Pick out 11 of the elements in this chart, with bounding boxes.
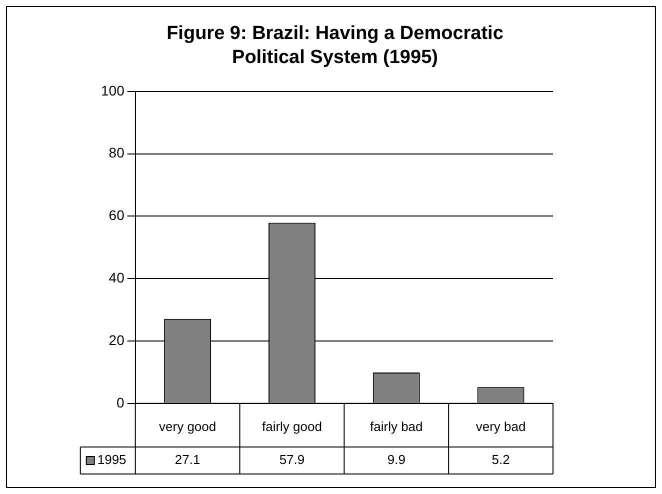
y-tick-label: 80 <box>108 144 125 161</box>
chart-title: Figure 9: Brazil: Having a Democratic Political System (1995) <box>166 22 504 70</box>
x-tick-label: very good <box>159 418 216 434</box>
y-tick-label: 40 <box>108 269 125 286</box>
y-tick-label: 20 <box>108 332 125 348</box>
x-tick-label: very bad <box>476 418 526 434</box>
y-tick-label: 100 <box>101 82 125 98</box>
y-tick-label: 0 <box>116 394 125 410</box>
x-tick-label: fairly good <box>262 418 322 434</box>
y-tick-label: 60 <box>108 207 125 224</box>
x-tick-label: fairly bad <box>370 418 423 434</box>
